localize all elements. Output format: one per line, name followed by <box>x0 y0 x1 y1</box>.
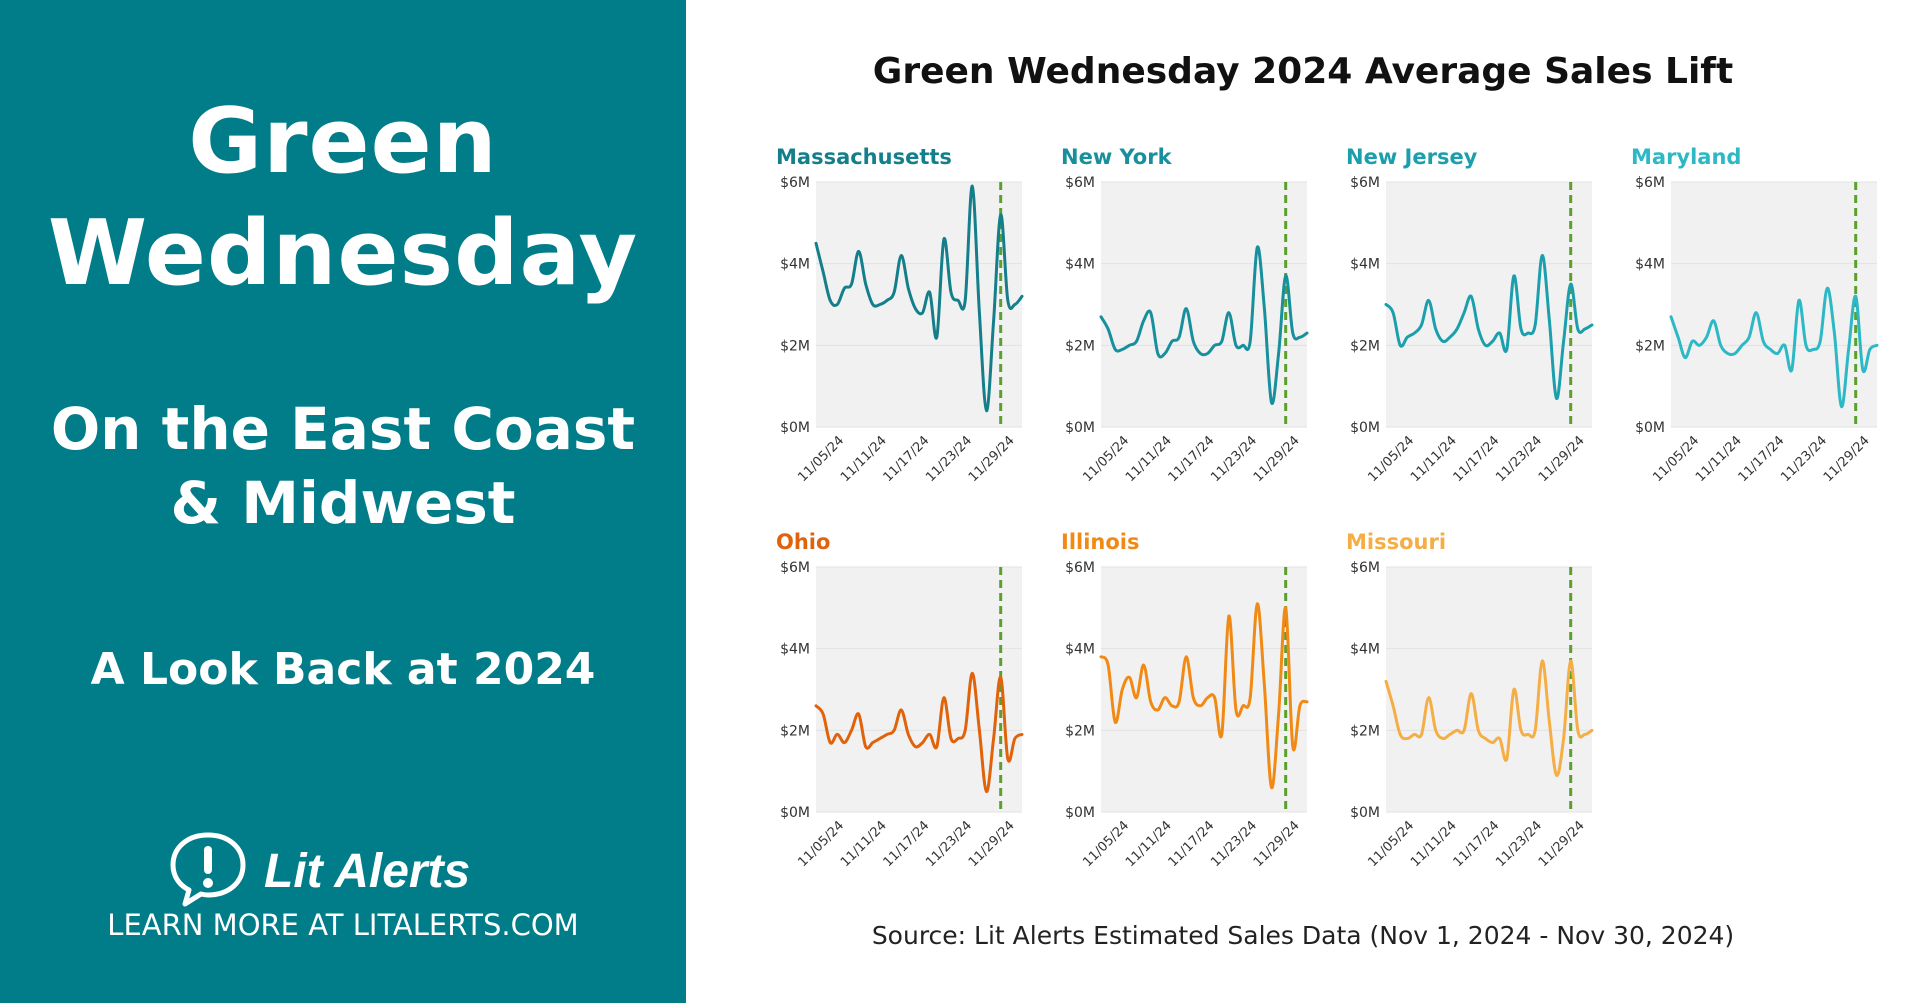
y-tick-label: $0M <box>780 420 810 436</box>
x-tick-label: 11/29/24 <box>1536 818 1588 870</box>
x-tick-label: 11/29/24 <box>1251 433 1303 485</box>
y-tick-label: $0M <box>780 805 810 821</box>
panel-new-york: New York$0M$2M$4M$6M11/05/2411/11/2411/1… <box>1061 145 1309 485</box>
y-tick-label: $0M <box>1635 420 1665 436</box>
series-line-new-york <box>1099 245 1309 405</box>
y-tick-label: $0M <box>1350 420 1380 436</box>
speech-bubble-exclamation-icon <box>170 832 246 907</box>
y-tick-label: $2M <box>1065 723 1095 739</box>
y-tick-label: $4M <box>1065 642 1095 658</box>
x-tick-label: 11/29/24 <box>1536 433 1588 485</box>
y-tick-label: $0M <box>1065 420 1095 436</box>
x-tick-label: 11/29/24 <box>966 818 1018 870</box>
y-tick-label: $2M <box>1350 723 1380 739</box>
panel-new-jersey: New Jersey$0M$2M$4M$6M11/05/2411/11/2411… <box>1346 145 1594 485</box>
panel-title: New Jersey <box>1346 145 1478 169</box>
y-tick-label: $6M <box>780 560 810 576</box>
y-tick-label: $6M <box>1065 175 1095 191</box>
y-tick-label: $0M <box>1350 805 1380 821</box>
plot-background <box>1671 182 1877 427</box>
headline-line-2: Wednesday <box>47 201 639 306</box>
plot-background <box>1386 567 1592 812</box>
x-tick-label: 11/29/24 <box>966 433 1018 485</box>
y-tick-label: $2M <box>780 338 810 354</box>
small-multiples-chart: Massachusetts$0M$2M$4M$6M11/05/2411/11/2… <box>776 145 1879 870</box>
y-tick-label: $2M <box>1635 338 1665 354</box>
subheadline-line-2: & Midwest <box>170 469 516 537</box>
headline-line-1: Green <box>188 89 498 194</box>
series-line-maryland <box>1669 286 1879 409</box>
y-tick-label: $2M <box>1350 338 1380 354</box>
source-note: Source: Lit Alerts Estimated Sales Data … <box>871 921 1735 950</box>
panel-title: New York <box>1061 145 1173 169</box>
plot-background <box>1101 567 1307 812</box>
y-tick-label: $6M <box>1635 175 1665 191</box>
y-tick-label: $6M <box>780 175 810 191</box>
tagline: A Look Back at 2024 <box>90 644 596 695</box>
panel-illinois: Illinois$0M$2M$4M$6M11/05/2411/11/2411/1… <box>1061 530 1309 870</box>
y-tick-label: $6M <box>1065 560 1095 576</box>
chart-title: Green Wednesday 2024 Average Sales Lift <box>872 51 1734 92</box>
series-line-new-jersey <box>1384 253 1594 400</box>
series-line-illinois <box>1099 602 1309 790</box>
plot-background <box>1101 182 1307 427</box>
learn-more-link[interactable]: LEARN MORE AT LITALERTS.COM <box>107 908 579 942</box>
y-tick-label: $4M <box>1065 257 1095 273</box>
panel-title: Ohio <box>776 530 830 554</box>
y-tick-label: $4M <box>1350 642 1380 658</box>
series-line-ohio <box>814 671 1024 794</box>
y-tick-label: $6M <box>1350 175 1380 191</box>
brand-logo: Lit Alerts <box>168 830 528 908</box>
panel-title: Illinois <box>1061 530 1139 554</box>
y-tick-label: $2M <box>780 723 810 739</box>
plot-background <box>816 567 1022 812</box>
y-tick-label: $6M <box>1350 560 1380 576</box>
y-tick-label: $0M <box>1065 805 1095 821</box>
x-tick-label: 11/29/24 <box>1251 818 1303 870</box>
x-tick-label: 11/29/24 <box>1821 433 1873 485</box>
y-tick-label: $2M <box>1065 338 1095 354</box>
plot-background <box>1386 182 1592 427</box>
y-tick-label: $4M <box>780 642 810 658</box>
panel-title: Massachusetts <box>776 145 952 169</box>
panel-title: Missouri <box>1346 530 1446 554</box>
panel-maryland: Maryland$0M$2M$4M$6M11/05/2411/11/2411/1… <box>1631 145 1879 485</box>
panel-ohio: Ohio$0M$2M$4M$6M11/05/2411/11/2411/17/24… <box>776 530 1024 870</box>
panel-massachusetts: Massachusetts$0M$2M$4M$6M11/05/2411/11/2… <box>776 145 1024 485</box>
y-tick-label: $4M <box>1350 257 1380 273</box>
subheadline-line-1: On the East Coast <box>50 395 636 463</box>
panel-title: Maryland <box>1631 145 1741 169</box>
left-panel: Green Wednesday On the East Coast & Midw… <box>0 0 686 1003</box>
plot-background <box>816 182 1022 427</box>
series-line-massachusetts <box>814 184 1024 413</box>
y-tick-label: $4M <box>1635 257 1665 273</box>
panel-missouri: Missouri$0M$2M$4M$6M11/05/2411/11/2411/1… <box>1346 530 1594 870</box>
brand-name: Lit Alerts <box>264 845 471 898</box>
series-line-missouri <box>1384 659 1594 777</box>
y-tick-label: $4M <box>780 257 810 273</box>
